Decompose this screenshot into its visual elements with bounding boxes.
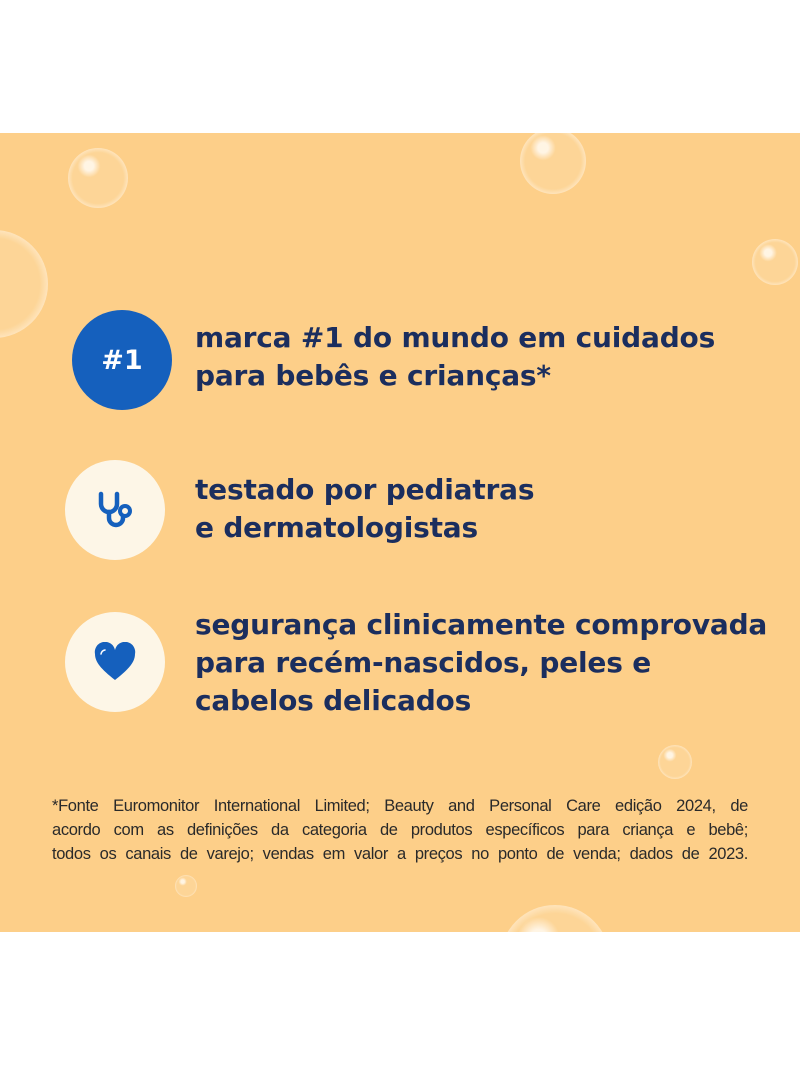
stethoscope-icon — [98, 491, 132, 528]
footnote: *Fonte Euromonitor International Limited… — [52, 794, 748, 866]
claim-line: e dermatologistas — [195, 511, 478, 544]
bubble-decoration — [520, 133, 586, 194]
bubble-decoration — [658, 745, 692, 779]
bubble-decoration — [0, 230, 48, 338]
bubble-decoration — [175, 875, 197, 897]
claim-line: para bebês e crianças* — [195, 359, 551, 392]
bubble-decoration — [68, 148, 128, 208]
footnote-line: acordo com as definições da categoria de… — [52, 821, 748, 839]
footnote-line: *Fonte Euromonitor International Limited… — [52, 797, 748, 815]
claim-line: cabelos delicados — [195, 684, 472, 717]
claim-line: para recém-nascidos, peles e — [195, 646, 652, 679]
stethoscope-badge — [65, 460, 165, 560]
bubble-decoration — [500, 905, 610, 932]
heart-badge — [65, 612, 165, 712]
info-panel: #1 marca #1 do mundo em cuidados para be… — [0, 133, 800, 932]
claim-tested: testado por pediatras e dermatologistas — [195, 471, 535, 547]
claim-line: segurança clinicamente comprovada — [195, 608, 768, 641]
number-one-badge: #1 — [72, 310, 172, 410]
footnote-line: todos os canais de varejo; vendas em val… — [52, 845, 748, 863]
claim-number-one: marca #1 do mundo em cuidados para bebês… — [195, 319, 715, 395]
heart-icon — [94, 642, 136, 680]
claim-line: testado por pediatras — [195, 473, 535, 506]
claim-safety: segurança clinicamente comprovada para r… — [195, 606, 767, 720]
claim-line: marca #1 do mundo em cuidados — [195, 321, 716, 354]
bubble-decoration — [752, 239, 798, 285]
